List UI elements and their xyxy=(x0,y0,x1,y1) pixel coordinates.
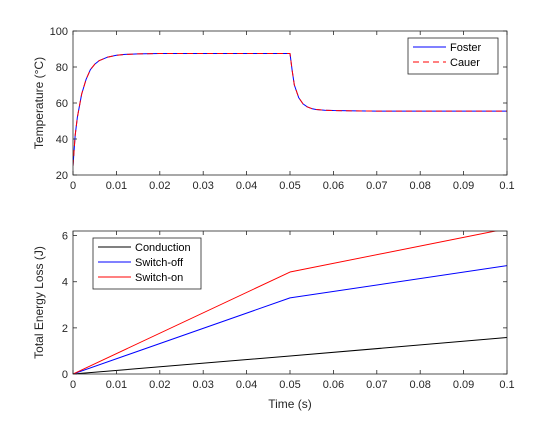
x-tick-label: 0.04 xyxy=(236,180,257,192)
legend-entry: Switch-on xyxy=(135,272,183,284)
y-tick-label: 40 xyxy=(56,134,68,146)
x-tick-label: 0.03 xyxy=(192,379,213,391)
legend: Foster Cauer xyxy=(407,37,499,75)
y-axis-label: Temperature (°C) xyxy=(32,57,46,149)
x-tick-label: 0.02 xyxy=(149,180,170,192)
x-tick-label: 0.02 xyxy=(149,379,170,391)
x-tick-label: 0.05 xyxy=(279,180,300,192)
x-tick-label: 0.09 xyxy=(453,379,474,391)
x-tick-label: 0 xyxy=(70,379,76,391)
x-tick-label: 0.07 xyxy=(366,379,387,391)
chart-2: 0 0.01 0.02 0.03 0.04 0.05 0.06 0.07 0.08 0.09 0.1… xyxy=(32,230,515,411)
series-line-conduction xyxy=(73,337,507,374)
y-axis-label: Total Energy Loss (J) xyxy=(32,246,46,359)
x-tick-label: 0.09 xyxy=(453,180,474,192)
y-tick-label: 2 xyxy=(62,323,68,335)
x-tick-label: 0 xyxy=(70,180,76,192)
x-axis-label: Time (s) xyxy=(268,397,312,411)
x-tick-label: 0.06 xyxy=(323,379,344,391)
x-tick-label: 0.01 xyxy=(106,180,127,192)
x-tick-label: 0.05 xyxy=(279,379,300,391)
legend: Conduction Switch-off Switch-on xyxy=(92,237,202,290)
y-tick-label: 20 xyxy=(56,170,68,182)
y-tick-label: 6 xyxy=(62,231,68,243)
legend-entry: Cauer xyxy=(450,57,480,69)
x-tick-label: 0.04 xyxy=(236,379,257,391)
legend-entry: Conduction xyxy=(135,242,191,254)
x-tick-label: 0.1 xyxy=(499,379,514,391)
legend-entry: Foster xyxy=(450,42,482,54)
legend-box xyxy=(407,37,499,75)
x-tick-label: 0.1 xyxy=(499,180,514,192)
x-tick-label: 0.07 xyxy=(366,180,387,192)
x-tick-label: 0.08 xyxy=(409,379,430,391)
series-group xyxy=(73,53,507,167)
y-tick-label: 4 xyxy=(62,277,68,289)
series-line-cauer xyxy=(73,53,507,167)
x-tick-label: 0.06 xyxy=(323,180,344,192)
legend-entry: Switch-off xyxy=(135,257,184,269)
y-tick-label: 60 xyxy=(56,98,68,110)
y-tick-label: 100 xyxy=(50,26,68,38)
series-group xyxy=(73,231,507,374)
x-tick-label: 0.01 xyxy=(106,379,127,391)
series-line-switch-on xyxy=(73,231,498,374)
y-tick-label: 80 xyxy=(56,62,68,74)
y-tick-label: 0 xyxy=(62,369,68,381)
x-tick-label: 0.08 xyxy=(409,180,430,192)
chart-1: 0 0.01 0.02 0.03 0.04 0.05 0.06 0.07 0.08 0.09 0.1… xyxy=(32,26,515,192)
x-tick-label: 0.03 xyxy=(192,180,213,192)
series-line-switch-off xyxy=(73,265,507,374)
